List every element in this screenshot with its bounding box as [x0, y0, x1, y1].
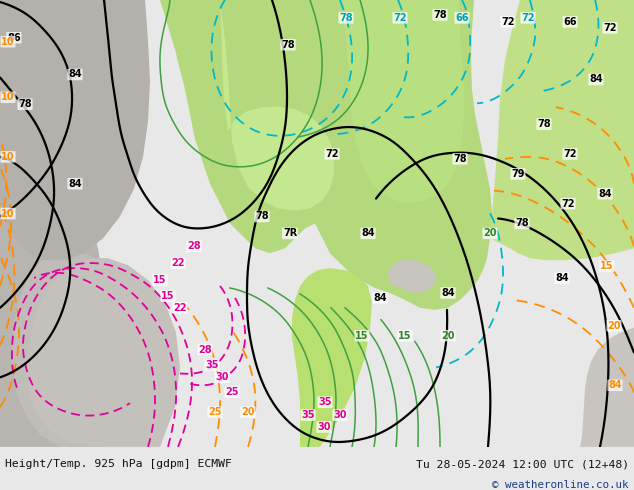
Text: 72: 72 — [603, 23, 617, 33]
Text: 66: 66 — [455, 13, 469, 23]
Text: 20: 20 — [483, 228, 497, 238]
Text: 15: 15 — [398, 331, 411, 341]
Text: 78: 78 — [18, 99, 32, 109]
Text: Tu 28-05-2024 12:00 UTC (12+48): Tu 28-05-2024 12:00 UTC (12+48) — [416, 459, 629, 469]
Polygon shape — [27, 258, 180, 447]
Text: 84: 84 — [589, 74, 603, 84]
Text: 84: 84 — [598, 189, 612, 198]
Text: 30: 30 — [216, 372, 229, 382]
Text: 20: 20 — [441, 331, 455, 341]
Text: 84: 84 — [68, 70, 82, 79]
Text: 84: 84 — [441, 288, 455, 298]
Polygon shape — [580, 328, 634, 447]
Text: 30: 30 — [333, 410, 347, 420]
Text: 72: 72 — [521, 13, 534, 23]
Text: 78: 78 — [453, 154, 467, 164]
Polygon shape — [12, 250, 138, 447]
Polygon shape — [0, 0, 150, 260]
Text: Height/Temp. 925 hPa [gdpm] ECMWF: Height/Temp. 925 hPa [gdpm] ECMWF — [5, 459, 232, 469]
Polygon shape — [292, 268, 372, 447]
Text: 28: 28 — [198, 344, 212, 355]
Text: 72: 72 — [393, 13, 407, 23]
Text: 72: 72 — [561, 198, 575, 209]
Text: 79: 79 — [511, 169, 525, 179]
Text: 35: 35 — [301, 410, 314, 420]
Text: 78: 78 — [515, 219, 529, 228]
Text: 25: 25 — [225, 387, 239, 397]
Polygon shape — [490, 0, 634, 260]
Text: 25: 25 — [208, 407, 222, 417]
Text: 72: 72 — [563, 149, 577, 159]
Text: 78: 78 — [433, 10, 447, 20]
Text: 7R: 7R — [283, 228, 297, 238]
Text: 35: 35 — [318, 397, 332, 407]
Text: 84: 84 — [361, 228, 375, 238]
Text: 10: 10 — [1, 209, 15, 219]
Text: 10: 10 — [1, 92, 15, 102]
Text: © weatheronline.co.uk: © weatheronline.co.uk — [493, 480, 629, 490]
Text: 84: 84 — [68, 179, 82, 189]
Text: 15: 15 — [355, 331, 369, 341]
Text: 84: 84 — [555, 273, 569, 283]
Text: 72: 72 — [501, 17, 515, 27]
Text: 78: 78 — [339, 13, 353, 23]
Text: 72: 72 — [325, 149, 339, 159]
Text: 10: 10 — [1, 37, 15, 47]
Text: 22: 22 — [173, 303, 187, 313]
Text: 15: 15 — [153, 275, 167, 285]
Text: 15: 15 — [161, 291, 175, 301]
Text: 86: 86 — [7, 33, 21, 43]
Text: 35: 35 — [205, 361, 219, 370]
Polygon shape — [220, 0, 334, 211]
Text: 78: 78 — [281, 40, 295, 49]
Text: 84: 84 — [373, 293, 387, 303]
Text: 28: 28 — [187, 241, 201, 251]
Polygon shape — [0, 137, 105, 447]
Text: 20: 20 — [242, 407, 255, 417]
Text: 78: 78 — [537, 119, 551, 129]
Polygon shape — [340, 0, 464, 203]
Text: 10: 10 — [1, 152, 15, 162]
Text: 84: 84 — [608, 380, 622, 391]
Text: 30: 30 — [317, 422, 331, 432]
Text: 66: 66 — [563, 17, 577, 27]
Polygon shape — [388, 260, 435, 293]
Text: 15: 15 — [600, 261, 614, 271]
Polygon shape — [160, 0, 492, 310]
Text: 20: 20 — [607, 321, 621, 331]
Text: 78: 78 — [256, 212, 269, 221]
Text: 22: 22 — [171, 258, 184, 268]
